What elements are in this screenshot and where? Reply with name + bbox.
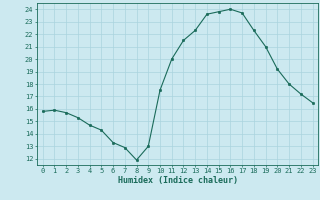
X-axis label: Humidex (Indice chaleur): Humidex (Indice chaleur) — [118, 176, 237, 185]
